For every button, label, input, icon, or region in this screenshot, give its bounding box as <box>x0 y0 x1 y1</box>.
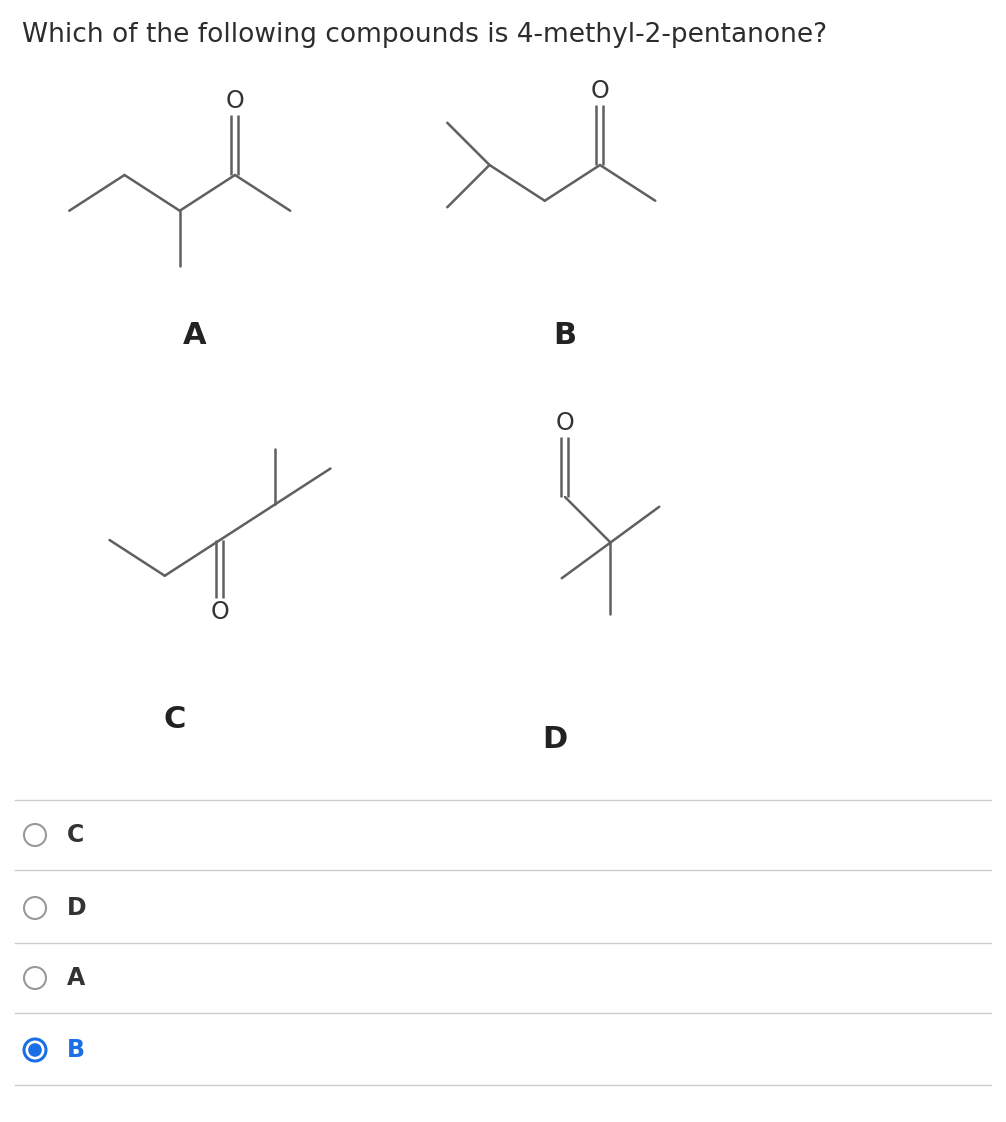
Text: A: A <box>183 321 207 349</box>
Text: O: O <box>225 89 244 113</box>
Text: A: A <box>67 966 86 990</box>
Circle shape <box>28 1043 42 1057</box>
Text: O: O <box>555 411 574 435</box>
Circle shape <box>24 967 46 988</box>
Circle shape <box>24 896 46 919</box>
Text: D: D <box>67 896 87 920</box>
Text: C: C <box>164 706 186 735</box>
Text: C: C <box>67 824 85 847</box>
Text: D: D <box>542 726 567 754</box>
Text: O: O <box>591 79 610 103</box>
Circle shape <box>24 824 46 846</box>
Text: O: O <box>210 600 229 624</box>
Text: B: B <box>67 1038 85 1063</box>
Text: Which of the following compounds is 4-methyl-2-pentanone?: Which of the following compounds is 4-me… <box>22 22 827 48</box>
Text: B: B <box>553 321 576 349</box>
